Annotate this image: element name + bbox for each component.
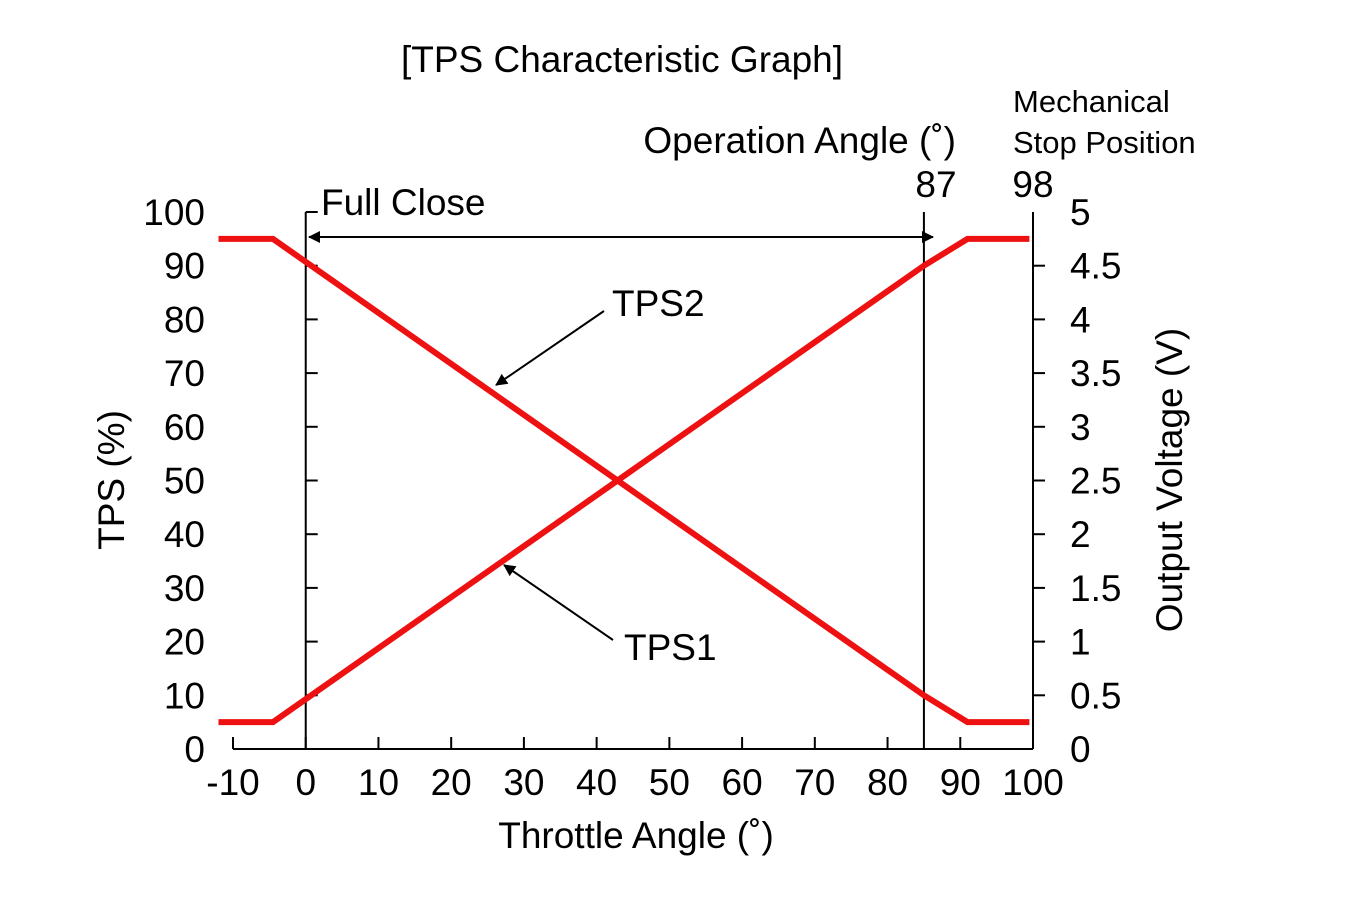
x-axis-title: Throttle Angle (˚)	[498, 815, 774, 856]
y2-tick-label: 4	[1070, 299, 1091, 340]
y-tick-label: 100	[143, 192, 205, 233]
x-tick-label: 10	[358, 762, 399, 803]
y2-tick-label: 2.5	[1070, 461, 1121, 502]
x-tick-label: 40	[576, 762, 617, 803]
full-close-label: Full Close	[321, 182, 486, 223]
y-axis-title: TPS (%)	[91, 410, 132, 550]
axes-layer: 010203040506070809010000.511.522.533.544…	[143, 192, 1121, 803]
x-tick-label: 0	[295, 762, 316, 803]
x-tick-label: 100	[1002, 762, 1064, 803]
x-tick-label: 90	[940, 762, 981, 803]
y2-tick-label: 1.5	[1070, 568, 1121, 609]
y2-tick-label: 1	[1070, 622, 1091, 663]
x-tick-label: 70	[794, 762, 835, 803]
y2-tick-label: 2	[1070, 514, 1091, 555]
x-tick-label: 80	[867, 762, 908, 803]
y-tick-label: 20	[164, 622, 205, 663]
x-tick-label: 30	[503, 762, 544, 803]
x-tick-label: 20	[431, 762, 472, 803]
y-tick-label: 0	[184, 729, 205, 770]
x-tick-label: -10	[206, 762, 259, 803]
chart-title: [TPS Characteristic Graph]	[401, 39, 843, 80]
operation-angle-value: 87	[915, 164, 956, 205]
series-layer	[218, 235, 1030, 726]
series-line-tps2	[218, 235, 1030, 726]
y2-tick-label: 4.5	[1070, 246, 1121, 287]
mechanical-stop-label-line1: Mechanical	[1013, 84, 1170, 119]
y-tick-label: 50	[164, 461, 205, 502]
tps2-callout-arrow	[495, 310, 605, 386]
y-tick-label: 30	[164, 568, 205, 609]
y2-tick-label: 0.5	[1070, 675, 1121, 716]
y2-tick-label: 3.5	[1070, 353, 1121, 394]
y2-axis-title: Output Voltage (V)	[1149, 328, 1190, 632]
mechanical-stop-label-line2: Stop Position	[1013, 125, 1196, 160]
tps1-callout-arrow	[503, 564, 614, 641]
y2-tick-label: 5	[1070, 192, 1091, 233]
y-tick-label: 80	[164, 299, 205, 340]
operation-angle-label: Operation Angle (˚)	[643, 120, 956, 161]
y-tick-label: 60	[164, 407, 205, 448]
tps2-label: TPS2	[612, 283, 705, 324]
y-tick-label: 90	[164, 246, 205, 287]
y2-tick-label: 3	[1070, 407, 1091, 448]
series-line-tps1	[218, 235, 1030, 726]
tps1-label: TPS1	[624, 627, 717, 668]
mechanical-stop-value: 98	[1012, 164, 1053, 205]
y2-tick-label: 0	[1070, 729, 1091, 770]
x-tick-label: 50	[649, 762, 690, 803]
x-tick-label: 60	[722, 762, 763, 803]
y-tick-label: 70	[164, 353, 205, 394]
y-tick-label: 10	[164, 675, 205, 716]
y-tick-label: 40	[164, 514, 205, 555]
